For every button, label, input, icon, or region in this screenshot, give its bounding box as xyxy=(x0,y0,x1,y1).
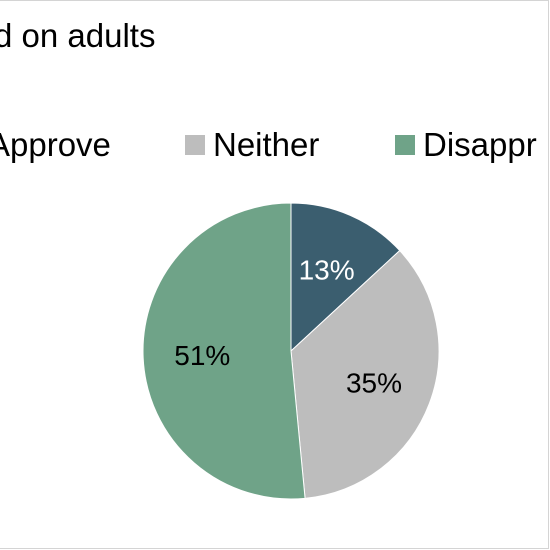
legend-item-disapprove: Disappr xyxy=(395,123,537,167)
slice-label-disapprove: 51% xyxy=(174,340,230,371)
pie-slices xyxy=(142,202,440,500)
legend: Approve Neither Disappr xyxy=(0,121,550,171)
legend-label-neither: Neither xyxy=(213,126,320,163)
legend-label-disapprove: Disappr xyxy=(423,126,537,163)
legend-label-approve: Approve xyxy=(0,126,111,163)
legend-item-approve: Approve xyxy=(0,123,111,167)
pie-slice-neither xyxy=(290,249,440,499)
legend-item-neither: Neither xyxy=(185,123,319,167)
legend-swatch-neither xyxy=(185,135,205,156)
chart-title: d on adults xyxy=(0,17,156,54)
pie-slice-approve xyxy=(290,202,401,353)
pie-labels: 13% 35% 51% xyxy=(174,255,402,399)
legend-swatch-disapprove xyxy=(395,135,415,156)
pie-slice-disapprove xyxy=(142,202,306,500)
slice-label-neither: 35% xyxy=(346,368,402,399)
slice-label-approve: 13% xyxy=(299,255,355,286)
